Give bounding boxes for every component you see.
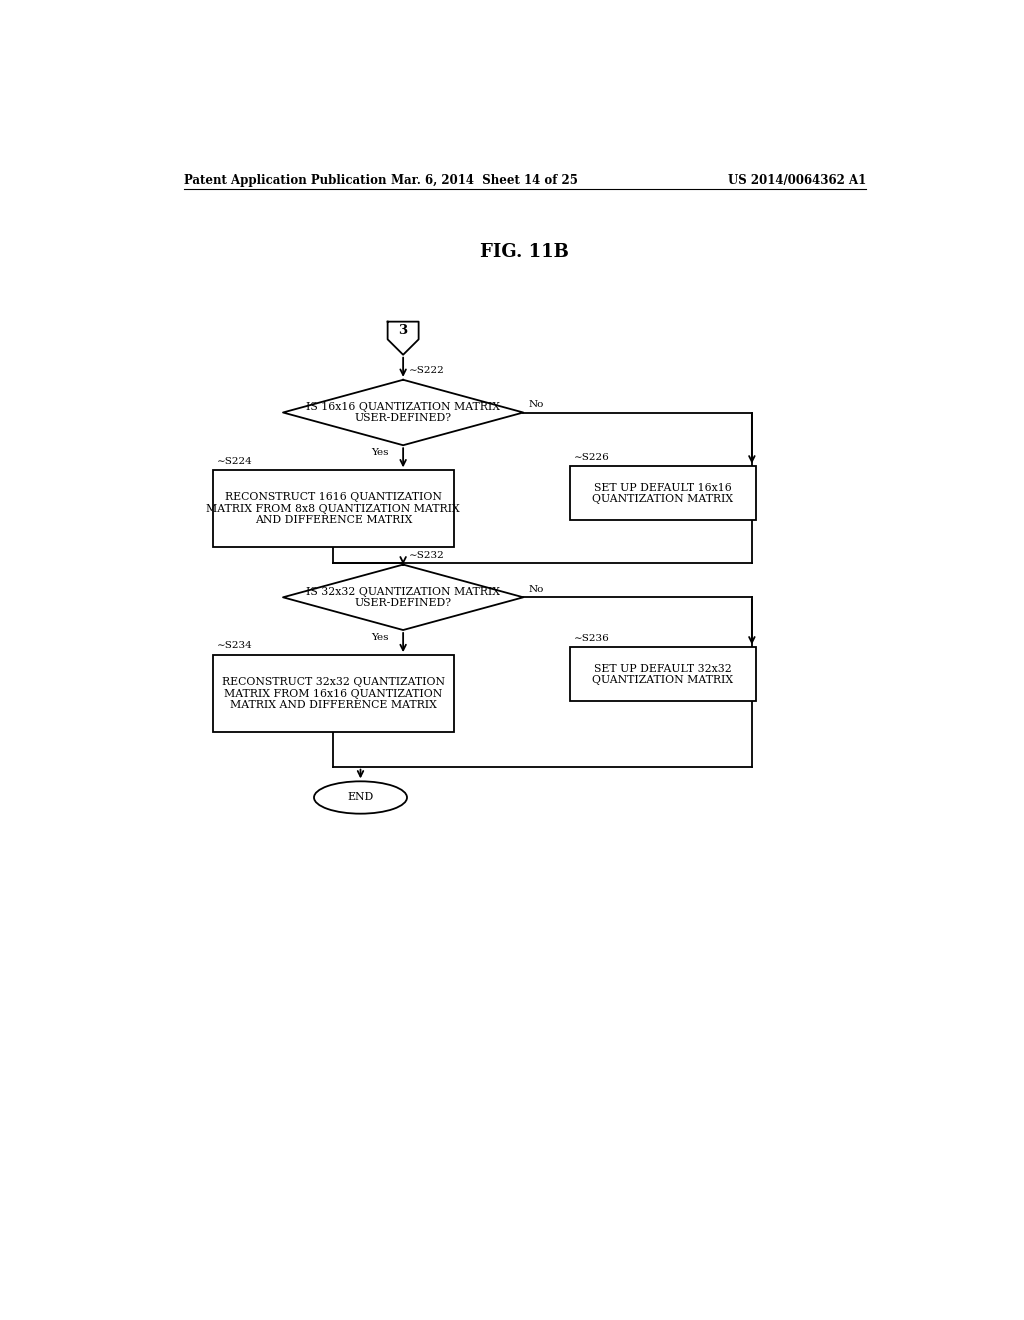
Bar bbox=[569, 466, 756, 520]
Text: ∼S236: ∼S236 bbox=[573, 634, 609, 643]
Text: ∼S234: ∼S234 bbox=[217, 642, 253, 651]
Text: No: No bbox=[528, 400, 544, 409]
Text: ∼S222: ∼S222 bbox=[410, 366, 445, 375]
Text: RECONSTRUCT 32x32 QUANTIZATION
MATRIX FROM 16x16 QUANTIZATION
MATRIX AND DIFFERE: RECONSTRUCT 32x32 QUANTIZATION MATRIX FR… bbox=[222, 677, 444, 710]
Ellipse shape bbox=[314, 781, 407, 813]
Text: ∼S226: ∼S226 bbox=[573, 453, 609, 462]
Text: SET UP DEFAULT 16x16
QUANTIZATION MATRIX: SET UP DEFAULT 16x16 QUANTIZATION MATRIX bbox=[592, 483, 733, 504]
Text: No: No bbox=[528, 585, 544, 594]
Text: 3: 3 bbox=[398, 325, 408, 338]
Text: IS 32x32 QUANTIZATION MATRIX
USER-DEFINED?: IS 32x32 QUANTIZATION MATRIX USER-DEFINE… bbox=[306, 586, 500, 609]
Text: SET UP DEFAULT 32x32
QUANTIZATION MATRIX: SET UP DEFAULT 32x32 QUANTIZATION MATRIX bbox=[592, 664, 733, 685]
Bar bbox=[213, 470, 454, 548]
Text: ∼S224: ∼S224 bbox=[217, 457, 253, 466]
Text: FIG. 11B: FIG. 11B bbox=[480, 243, 569, 261]
Text: US 2014/0064362 A1: US 2014/0064362 A1 bbox=[727, 174, 866, 187]
Bar bbox=[213, 655, 454, 733]
Bar bbox=[569, 647, 756, 701]
Text: ∼S232: ∼S232 bbox=[410, 550, 445, 560]
Text: Mar. 6, 2014  Sheet 14 of 25: Mar. 6, 2014 Sheet 14 of 25 bbox=[391, 174, 578, 187]
Text: IS 16x16 QUANTIZATION MATRIX
USER-DEFINED?: IS 16x16 QUANTIZATION MATRIX USER-DEFINE… bbox=[306, 401, 500, 424]
Text: Patent Application Publication: Patent Application Publication bbox=[183, 174, 386, 187]
Text: END: END bbox=[347, 792, 374, 803]
Text: RECONSTRUCT 1616 QUANTIZATION
MATRIX FROM 8x8 QUANTIZATION MATRIX
AND DIFFERENCE: RECONSTRUCT 1616 QUANTIZATION MATRIX FRO… bbox=[207, 492, 460, 525]
Text: Yes: Yes bbox=[371, 634, 389, 642]
Text: Yes: Yes bbox=[371, 449, 389, 457]
